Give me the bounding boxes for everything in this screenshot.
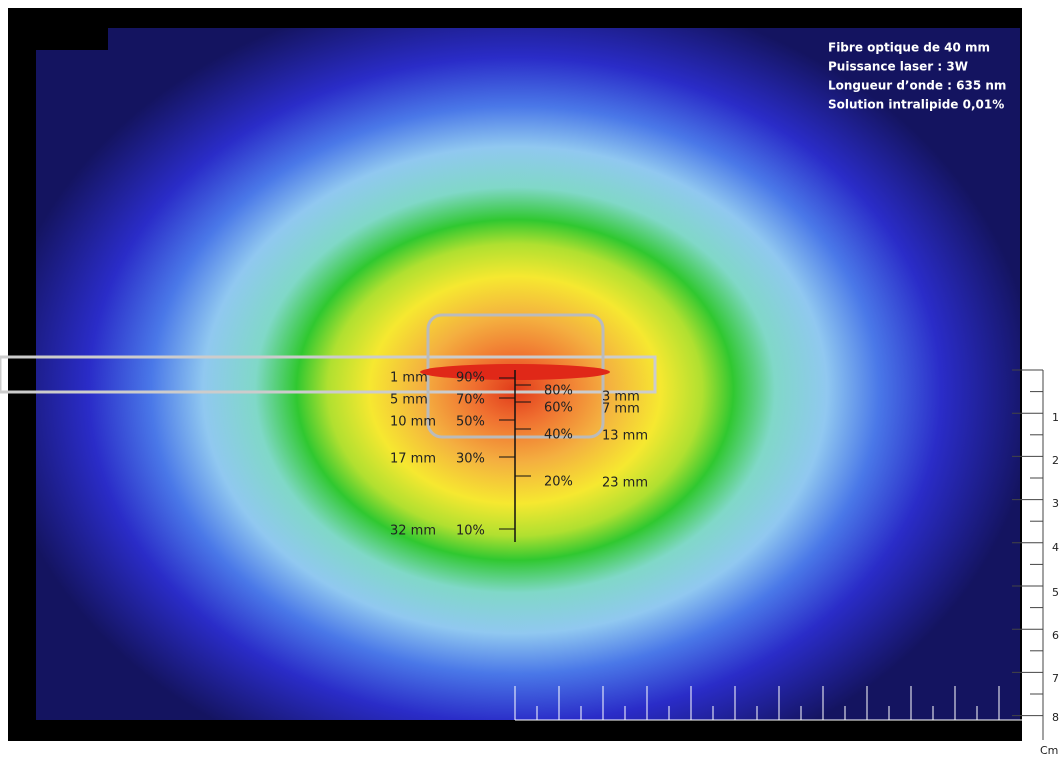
percent-label: 40%: [544, 428, 573, 443]
depth-label: 5 mm: [390, 393, 428, 408]
scale-label: 4: [1052, 541, 1059, 554]
scale-label: 1: [1052, 411, 1059, 424]
depth-label: 17 mm: [390, 452, 436, 467]
bottom-edge: [8, 740, 1022, 741]
percent-label: 70%: [456, 393, 485, 408]
depth-label: 1 mm: [390, 371, 428, 386]
depth-label: 13 mm: [602, 429, 648, 444]
depth-label: 3 mm: [602, 390, 640, 405]
scale-label: 5: [1052, 586, 1059, 599]
percent-label: 50%: [456, 415, 485, 430]
info-line: Puissance laser : 3W: [828, 60, 968, 74]
scale-label: 7: [1052, 672, 1059, 685]
info-line: Longueur d’onde : 635 nm: [828, 79, 1006, 93]
percent-label: 20%: [544, 475, 573, 490]
mask: [8, 8, 108, 50]
scale-unit: Cm: [1040, 744, 1058, 757]
depth-label: 23 mm: [602, 476, 648, 491]
percent-label: 30%: [456, 452, 485, 467]
scale-label: 6: [1052, 629, 1059, 642]
depth-label: 32 mm: [390, 524, 436, 539]
scale-label: 3: [1052, 497, 1059, 510]
fiber-outline: [0, 355, 657, 394]
percent-label: 80%: [544, 384, 573, 399]
scale-label: 8: [1052, 711, 1059, 724]
depth-label: 7 mm: [602, 402, 640, 417]
percent-label: 60%: [544, 401, 573, 416]
info-line: Fibre optique de 40 mm: [828, 41, 990, 55]
info-line: Solution intralipide 0,01%: [828, 98, 1004, 112]
percent-label: 90%: [456, 371, 485, 386]
depth-label: 10 mm: [390, 415, 436, 430]
percent-label: 10%: [456, 524, 485, 539]
scale-label: 2: [1052, 454, 1059, 467]
